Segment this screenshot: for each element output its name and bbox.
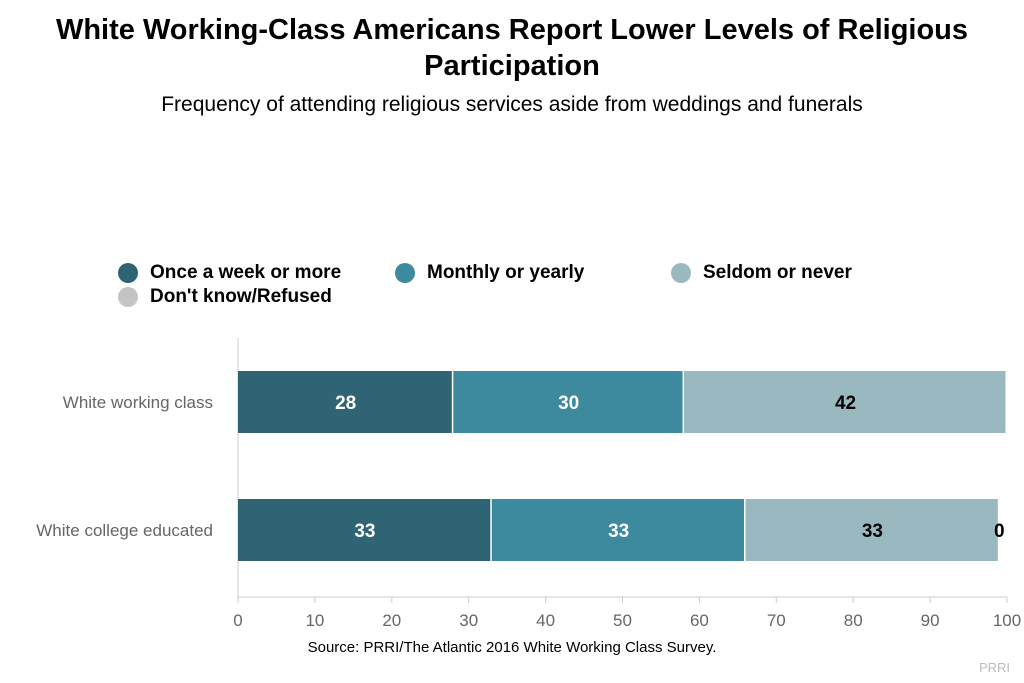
x-tick-label: 50 bbox=[613, 611, 632, 630]
bar-segment bbox=[238, 371, 452, 433]
x-tick-label: 40 bbox=[536, 611, 555, 630]
legend-swatch bbox=[118, 263, 138, 283]
data-label: 42 bbox=[835, 393, 856, 414]
bar-segment bbox=[684, 371, 1006, 433]
legend-label: Once a week or more bbox=[150, 262, 342, 283]
legend-item-once-a-week: Once a week or more bbox=[118, 262, 341, 284]
x-tick-label: 30 bbox=[459, 611, 478, 630]
bar-segment bbox=[745, 499, 998, 561]
chart-title: White Working-Class Americans Report Low… bbox=[55, 14, 969, 82]
category-label: White college educated bbox=[36, 521, 213, 540]
data-label: 0 bbox=[994, 521, 1005, 542]
x-tick-label: 20 bbox=[382, 611, 401, 630]
x-tick-label: 100 bbox=[993, 611, 1021, 630]
data-label: 28 bbox=[335, 393, 356, 414]
bar-segment bbox=[453, 371, 683, 433]
category-label: White working class bbox=[63, 393, 213, 412]
legend-swatch bbox=[118, 287, 138, 307]
legend-label: Monthly or yearly bbox=[427, 262, 585, 283]
legend-swatch bbox=[395, 263, 415, 283]
bar-segment bbox=[238, 499, 491, 561]
legend-item-monthly-yearly: Monthly or yearly bbox=[395, 262, 584, 284]
brand-label: PRRI bbox=[978, 660, 1010, 675]
x-tick-label: 70 bbox=[767, 611, 786, 630]
x-tick-label: 90 bbox=[921, 611, 940, 630]
legend-swatch bbox=[671, 263, 691, 283]
data-label: 33 bbox=[608, 521, 629, 542]
source-note: Source: PRRI/The Atlantic 2016 White Wor… bbox=[307, 639, 717, 656]
x-tick-label: 60 bbox=[690, 611, 709, 630]
legend-item-seldom-never: Seldom or never bbox=[671, 262, 852, 284]
data-label: 33 bbox=[354, 521, 375, 542]
x-tick-label: 10 bbox=[305, 611, 324, 630]
chart-subtitle: Frequency of attending religious service… bbox=[161, 93, 863, 116]
x-tick-label: 80 bbox=[844, 611, 863, 630]
legend-label: Seldom or never bbox=[703, 262, 852, 283]
legend-item-dont-know: Don't know/Refused bbox=[118, 286, 332, 308]
legend-label: Don't know/Refused bbox=[150, 286, 332, 307]
data-label: 33 bbox=[862, 521, 883, 542]
x-tick-label: 0 bbox=[233, 611, 242, 630]
bar-segment bbox=[491, 499, 745, 561]
data-label: 30 bbox=[558, 393, 579, 414]
